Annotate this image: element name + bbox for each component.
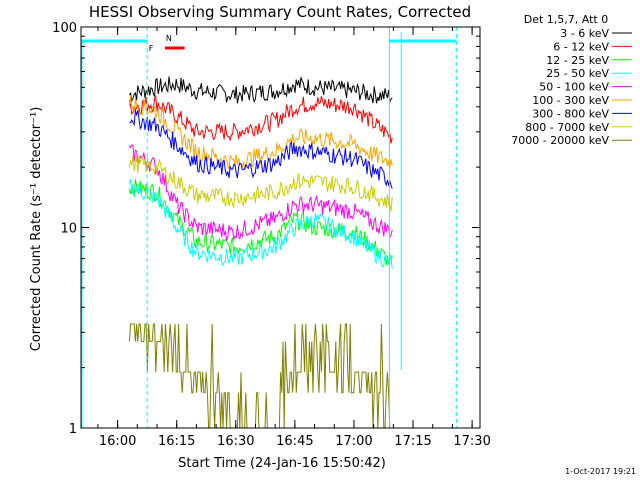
y-tick-label: 10 xyxy=(60,222,77,237)
series-line-7000-20000kev xyxy=(128,323,393,429)
flag-f-label: F xyxy=(149,44,154,53)
series-3-6kev xyxy=(128,76,394,104)
legend-entry-label: 3 - 6 keV xyxy=(560,27,609,40)
legend-entry-label: 800 - 7000 keV xyxy=(525,121,609,134)
legend-entry-label: 12 - 25 keV xyxy=(546,54,609,67)
series-300-800kev xyxy=(129,110,394,189)
series-line-6-12kev xyxy=(128,94,393,144)
series-line-50-100kev xyxy=(128,144,393,242)
x-tick-label: 16:45 xyxy=(276,434,313,449)
x-tick-label: 17:30 xyxy=(453,434,490,449)
chart-title: HESSI Observing Summary Count Rates, Cor… xyxy=(89,3,471,21)
legend-entry-label: 25 - 50 keV xyxy=(546,67,609,80)
legend-header: Det 1,5,7, Att 0 xyxy=(524,13,608,26)
plot-area: NF xyxy=(81,27,457,429)
series-7000-20000kev xyxy=(128,323,394,429)
x-tick-label: 17:00 xyxy=(335,434,372,449)
legend-entry-label: 6 - 12 keV xyxy=(553,40,609,53)
legend-entry-label: 100 - 300 keV xyxy=(532,94,609,107)
series-line-300-800kev xyxy=(129,110,393,189)
y-axis-label: Corrected Count Rate (s⁻¹ detector⁻¹) xyxy=(29,107,44,352)
y-tick-label: 100 xyxy=(52,21,77,36)
series-25-50kev xyxy=(128,179,394,269)
series-800-7000kev xyxy=(128,155,394,212)
flag-n-label: N xyxy=(166,34,172,43)
series-line-3-6kev xyxy=(128,76,393,104)
series-50-100kev xyxy=(128,144,394,242)
axes: 16:00 16:15 16:30 16:45 17:00 17:15 17:30 1 10 10… xyxy=(52,21,491,449)
legend-entry-label: 50 - 100 keV xyxy=(539,81,609,94)
plot-frame xyxy=(80,26,481,429)
legend-entry-label: 300 - 800 keV xyxy=(532,107,609,120)
x-tick-label: 16:15 xyxy=(158,434,195,449)
x-tick-label: 17:15 xyxy=(394,434,431,449)
x-tick-label: 16:30 xyxy=(217,434,254,449)
series-6-12kev xyxy=(128,94,394,144)
x-tick-label: 16:00 xyxy=(99,434,136,449)
legend-entry-label: 7000 - 20000 keV xyxy=(511,134,609,147)
x-axis-label: Start Time (24-Jan-16 15:50:42) xyxy=(178,456,386,471)
series-line-25-50kev xyxy=(128,179,393,269)
series-line-800-7000kev xyxy=(128,155,393,212)
y-tick-label: 1 xyxy=(69,422,77,437)
footer-timestamp: 1-Oct-2017 19:21 xyxy=(565,467,636,476)
